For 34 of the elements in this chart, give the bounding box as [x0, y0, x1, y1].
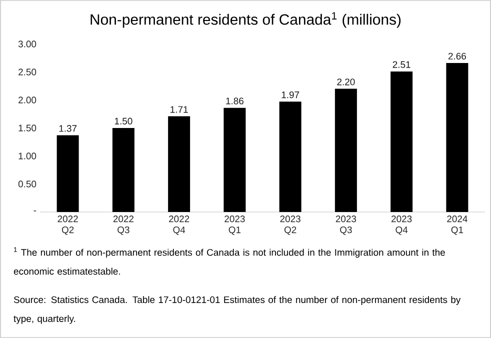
y-tick-label: 2.00 — [18, 96, 36, 104]
bar — [390, 71, 413, 212]
x-tick-label: 2024 Q1 — [447, 216, 468, 235]
data-label: 2.51 — [392, 61, 410, 68]
x-tick-label: 2023 Q3 — [336, 216, 356, 235]
y-tick-label: 3.00 — [18, 40, 36, 48]
y-tick-label: 0.50 — [18, 180, 36, 188]
data-label: 1.71 — [170, 106, 188, 113]
data-label: 1.97 — [282, 91, 300, 98]
data-label: 1.50 — [114, 118, 132, 124]
bar — [334, 88, 357, 212]
data-label: 2.20 — [337, 78, 355, 86]
y-tick-label: 1.50 — [18, 124, 36, 132]
data-label: 1.86 — [226, 98, 244, 104]
x-tick-label: 2022 Q4 — [169, 216, 190, 235]
x-tick-label: 2023 Q4 — [392, 216, 412, 235]
bar — [112, 128, 134, 212]
bar — [279, 102, 302, 212]
chart-title: Non-permanent residents of Canada$^{1}$ (millions) — [90, 12, 401, 28]
source-note: Source: Statistics Canada. Table 17-10-0121-01 Estimates of the number of non-permanent residents by type, quarterly. — [14, 296, 461, 324]
bar — [168, 116, 190, 212]
x-tick-label: 2023 Q1 — [224, 216, 245, 235]
x-tick-label: 2022 Q3 — [113, 216, 134, 235]
data-label: 1.37 — [59, 125, 77, 132]
x-tick-label: 2023 Q2 — [280, 216, 300, 235]
bar — [224, 108, 246, 212]
x-tick-label: 2022 Q2 — [58, 216, 78, 235]
y-tick-label: - — [34, 210, 36, 212]
bar — [446, 63, 468, 212]
text: $^{1}$ The number of non-permanent residents of Canada is not included in the Immigration amount in the economic estimatestable. — [14, 247, 445, 275]
bar — [56, 135, 79, 212]
data-label: 2.66 — [448, 52, 466, 60]
y-tick-label: 1.00 — [18, 152, 36, 160]
y-tick-label: 2.50 — [18, 68, 36, 76]
